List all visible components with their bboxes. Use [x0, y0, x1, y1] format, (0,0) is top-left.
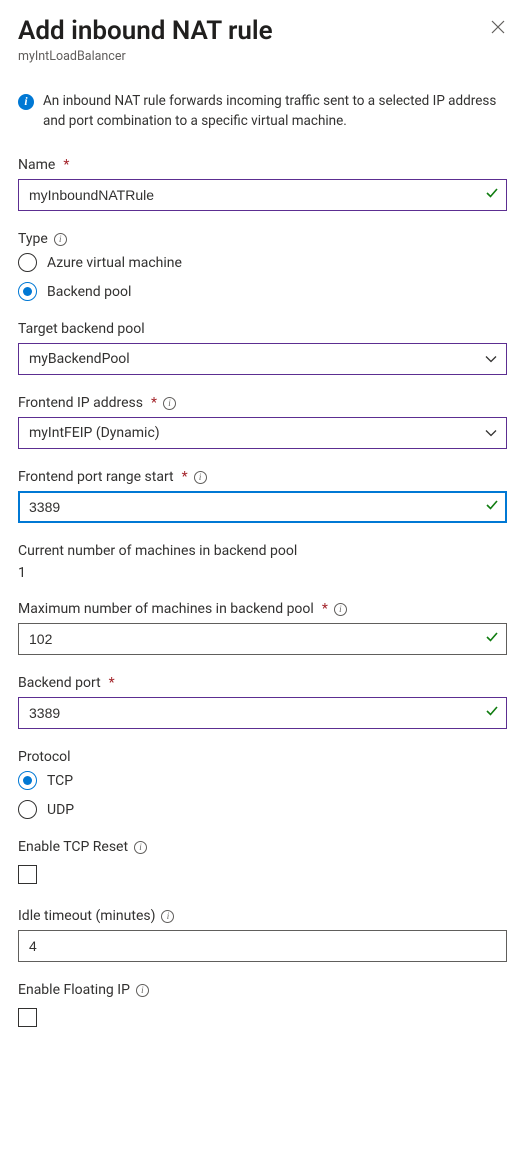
idle-timeout-input[interactable]	[18, 930, 507, 962]
info-hint-icon[interactable]: i	[163, 397, 176, 410]
info-hint-icon[interactable]: i	[161, 910, 174, 923]
front-port-start-label: Frontend port range start* i	[18, 469, 507, 485]
front-port-start-input[interactable]	[18, 491, 507, 523]
radio-icon	[18, 253, 37, 272]
max-count-label: Maximum number of machines in backend po…	[18, 601, 507, 617]
required-icon: *	[109, 675, 115, 691]
close-icon[interactable]	[489, 16, 507, 42]
radio-label: UDP	[47, 802, 74, 818]
info-hint-icon[interactable]: i	[54, 233, 67, 246]
max-count-input[interactable]	[18, 623, 507, 655]
current-count-label: Current number of machines in backend po…	[18, 543, 507, 559]
target-pool-label: Target backend pool	[18, 321, 507, 337]
frontend-ip-label: Frontend IP address* i	[18, 395, 507, 411]
required-icon: *	[182, 469, 188, 485]
protocol-radio-tcp[interactable]: TCP	[18, 771, 507, 790]
info-hint-icon[interactable]: i	[194, 471, 207, 484]
type-radio-pool[interactable]: Backend pool	[18, 282, 507, 301]
floating-ip-label: Enable Floating IP i	[18, 982, 507, 998]
radio-label: Azure virtual machine	[47, 255, 182, 271]
radio-icon	[18, 282, 37, 301]
backend-port-input[interactable]	[18, 697, 507, 729]
tcp-reset-label: Enable TCP Reset i	[18, 839, 507, 855]
page-title: Add inbound NAT rule	[18, 16, 273, 47]
name-label: Name*	[18, 157, 507, 173]
floating-ip-checkbox[interactable]	[18, 1008, 37, 1027]
name-input[interactable]	[18, 179, 507, 211]
info-text: An inbound NAT rule forwards incoming tr…	[43, 92, 507, 131]
backend-port-label: Backend port*	[18, 675, 507, 691]
protocol-label: Protocol	[18, 749, 507, 765]
type-label: Type i	[18, 231, 507, 247]
frontend-ip-select[interactable]: myIntFEIP (Dynamic)	[18, 417, 507, 449]
radio-label: Backend pool	[47, 284, 131, 300]
info-hint-icon[interactable]: i	[334, 603, 347, 616]
type-radio-vm[interactable]: Azure virtual machine	[18, 253, 507, 272]
target-pool-select[interactable]: myBackendPool	[18, 343, 507, 375]
info-banner: i An inbound NAT rule forwards incoming …	[18, 92, 507, 131]
page-subtitle: myIntLoadBalancer	[18, 49, 273, 64]
current-count-value: 1	[18, 565, 507, 581]
required-icon: *	[151, 395, 157, 411]
info-hint-icon[interactable]: i	[136, 984, 149, 997]
tcp-reset-checkbox[interactable]	[18, 865, 37, 884]
radio-label: TCP	[47, 773, 73, 789]
required-icon: *	[322, 601, 328, 617]
idle-timeout-label: Idle timeout (minutes) i	[18, 908, 507, 924]
radio-icon	[18, 800, 37, 819]
protocol-radio-udp[interactable]: UDP	[18, 800, 507, 819]
info-hint-icon[interactable]: i	[134, 841, 147, 854]
radio-icon	[18, 771, 37, 790]
info-icon: i	[18, 94, 34, 110]
required-icon: *	[63, 157, 69, 173]
